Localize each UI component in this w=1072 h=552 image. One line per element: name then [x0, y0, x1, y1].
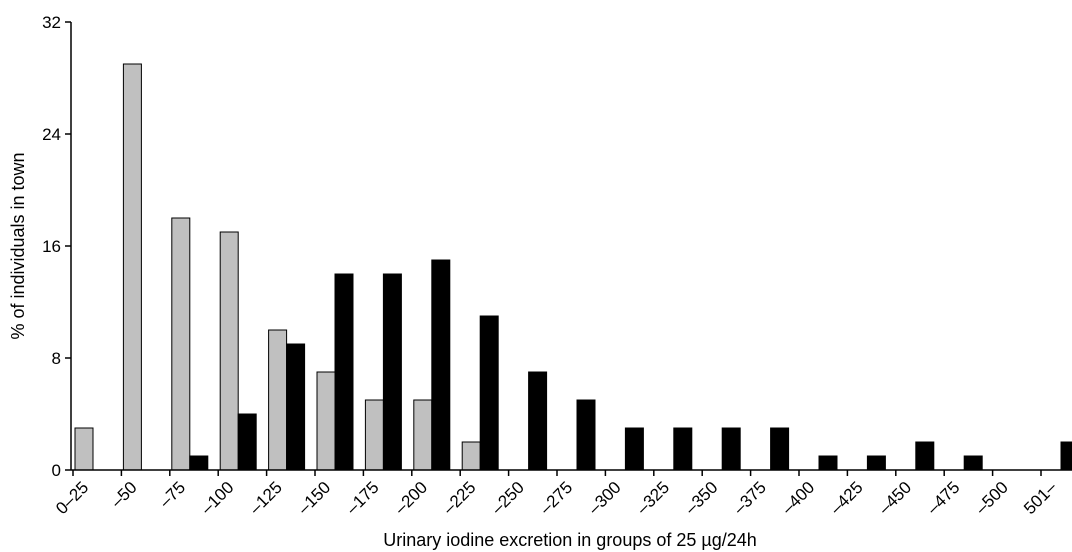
bar-series-0-5 — [316, 371, 336, 471]
bar-series-1-7 — [431, 259, 451, 471]
bar-series-1-3 — [237, 413, 257, 471]
x-tick-label-11: –300 — [585, 478, 625, 518]
bar-series-1-6 — [382, 273, 402, 471]
y-tick-label-4: 32 — [42, 13, 61, 32]
bar-series-1-18 — [963, 455, 983, 471]
bar-series-1-5 — [334, 273, 354, 471]
x-tick-label-14: –375 — [730, 478, 770, 518]
x-tick-label-15: –400 — [778, 478, 818, 518]
bar-series-1-2 — [189, 455, 209, 471]
bar-series-0-0 — [74, 427, 94, 471]
y-tick-label-1: 8 — [52, 349, 61, 368]
x-tick-label-9: –250 — [488, 478, 528, 518]
x-tick-label-20: 501– — [1020, 477, 1061, 518]
x-tick-label-2: –75 — [156, 478, 189, 511]
y-axis-ticks: 0 8 16 24 32 — [42, 13, 71, 480]
x-tick-label-1: –50 — [107, 478, 140, 511]
bar-series-1-12 — [673, 427, 693, 471]
y-axis-title: % of individuals in town — [8, 152, 28, 339]
x-axis-ticks: 0–25 –50 –75 –100 –125 –150 –175 –200 –225 –250 –2… — [52, 470, 1061, 518]
bar-series-0-1 — [122, 63, 142, 471]
x-tick-label-3: –100 — [197, 478, 237, 518]
bar-series-1-15 — [818, 455, 838, 471]
x-tick-label-16: –425 — [827, 478, 867, 518]
bar-series-0-3 — [219, 231, 239, 471]
bar-series-1-8 — [479, 315, 499, 471]
y-tick-label-0: 0 — [52, 461, 61, 480]
x-tick-label-19: –500 — [972, 478, 1012, 518]
x-tick-label-0: 0–25 — [52, 478, 92, 518]
bar-series-1-14 — [770, 427, 790, 471]
bar-series-1-10 — [576, 399, 596, 471]
x-tick-label-12: –325 — [633, 478, 673, 518]
bar-series-1-17 — [915, 441, 935, 471]
bar-series-1-16 — [866, 455, 886, 471]
x-tick-label-6: –175 — [343, 478, 383, 518]
x-tick-label-13: –350 — [681, 478, 721, 518]
bar-series-1-13 — [721, 427, 741, 471]
bars-layer — [74, 63, 1072, 471]
bar-series-0-4 — [268, 329, 288, 471]
x-tick-label-7: –200 — [391, 478, 431, 518]
bar-series-1-4 — [286, 343, 306, 471]
bar-series-0-7 — [413, 399, 433, 471]
bar-series-0-6 — [364, 399, 384, 471]
y-tick-label-3: 24 — [42, 125, 61, 144]
bar-series-0-8 — [461, 441, 481, 471]
x-tick-label-4: –125 — [246, 478, 286, 518]
x-tick-label-10: –275 — [536, 478, 576, 518]
x-tick-label-18: –475 — [923, 478, 963, 518]
x-tick-label-17: –450 — [875, 478, 915, 518]
x-axis-title: Urinary iodine excretion in groups of 25… — [383, 530, 757, 550]
bar-series-1-20 — [1060, 441, 1072, 471]
bar-series-1-9 — [528, 371, 548, 471]
x-tick-label-8: –225 — [439, 478, 479, 518]
bar-series-0-2 — [171, 217, 191, 471]
y-tick-label-2: 16 — [42, 237, 61, 256]
x-tick-label-5: –150 — [294, 478, 334, 518]
bar-series-1-11 — [624, 427, 644, 471]
